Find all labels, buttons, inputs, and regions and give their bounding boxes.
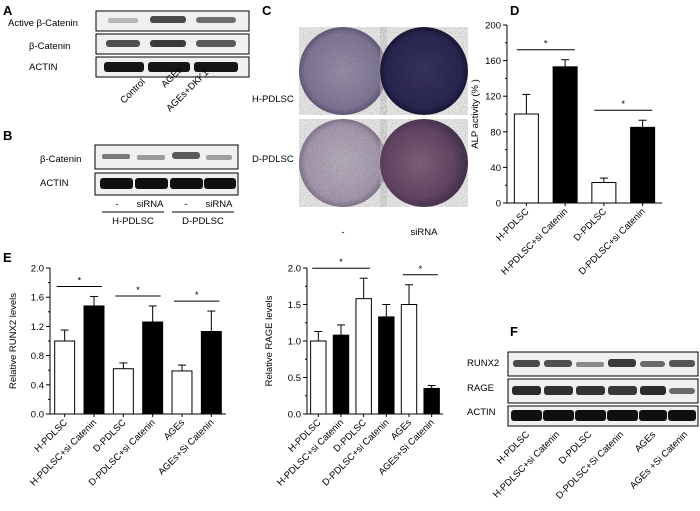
y-tick-label: 40 <box>490 163 501 174</box>
panel-a-row-label: β-Catenin <box>29 41 70 52</box>
y-tick-label: 80 <box>490 127 501 138</box>
x-tick-label: AGEs+Si Catenin <box>156 417 216 477</box>
blot-f-rage <box>507 378 699 404</box>
y-tick-label: 1.0 <box>288 337 301 348</box>
panel-b-lane-label: - <box>184 199 187 210</box>
panel-b-lane-label: - <box>115 199 118 210</box>
significance-star: * <box>544 39 548 50</box>
bar <box>200 331 222 415</box>
blot-a-active-catenin <box>95 10 250 32</box>
panel-f-letter: F <box>510 324 518 339</box>
panel-f-row-label: ACTIN <box>467 407 496 418</box>
x-tick-label: H-PDLSC+si Catenin <box>499 206 570 277</box>
chart-runx2-levels: E 0.0 0.4 0.8 1.2 1.6 2.0 Relative RUNX2 levels… <box>3 250 226 488</box>
panel-f-lane-label: AGEs <box>633 429 658 454</box>
significance-star: * <box>339 257 343 268</box>
blot-f-actin <box>507 405 699 427</box>
bar <box>332 334 350 415</box>
panel-a: A Active β-Catenin β-Catenin ACTIN Contr… <box>3 3 250 114</box>
panel-c-col-label: - <box>341 227 344 238</box>
bar <box>142 321 164 415</box>
dish-h-pdlsc-control <box>299 27 387 115</box>
blot-f-runx2 <box>507 351 699 377</box>
bar <box>378 316 395 415</box>
bar <box>591 182 617 204</box>
panel-c-row-label: H-PDLSC <box>252 94 294 105</box>
x-tick-label: D-PDLSC+si Catenin <box>577 206 648 277</box>
panel-a-lane-label: Control <box>118 77 147 106</box>
panel-b-group-label: D-PDLSC <box>182 216 224 227</box>
y-tick-label: 200 <box>485 21 501 32</box>
y-tick-label: 160 <box>485 56 501 67</box>
blot-b-actin <box>94 172 239 196</box>
y-tick-label: 0.0 <box>31 410 44 421</box>
bar <box>630 126 656 204</box>
panel-f-row-label: RUNX2 <box>467 358 499 369</box>
bar <box>400 304 418 415</box>
blot-b-catenin <box>94 144 239 170</box>
y-tick-label: 0.8 <box>31 351 44 362</box>
y-tick-label: 1.6 <box>31 293 44 304</box>
y-axis-label: Relative RAGE levels <box>264 295 275 386</box>
panel-b-letter: B <box>3 128 12 143</box>
significance-star: * <box>136 285 140 296</box>
y-tick-label: 2.0 <box>288 264 301 275</box>
panel-a-letter: A <box>3 3 13 18</box>
significance-star: * <box>195 290 199 301</box>
bar <box>83 305 105 415</box>
bar <box>310 340 327 415</box>
panel-c: C H-PDLSC D-PDLSC - siRNA <box>252 3 468 238</box>
x-tick-label: D-PDLSC <box>572 206 609 243</box>
y-tick-label: 1.5 <box>288 300 301 311</box>
blot-a-actin <box>95 56 250 78</box>
panel-b-row-label: ACTIN <box>40 178 69 189</box>
bar <box>423 387 440 415</box>
panel-c-row-label: D-PDLSC <box>252 154 294 165</box>
y-tick-label: 2.0 <box>31 264 44 275</box>
bar <box>54 340 76 415</box>
panel-b-lane-label: siRNA <box>137 199 165 210</box>
dish-d-pdlsc-control <box>299 119 387 207</box>
x-tick-label: H-PDLSC <box>494 206 531 243</box>
y-tick-label: 0 <box>496 199 501 210</box>
y-tick-label: 120 <box>485 92 501 103</box>
significance-star: * <box>621 99 625 110</box>
bar <box>112 368 134 415</box>
significance-star: * <box>418 264 422 275</box>
panel-a-row-label: ACTIN <box>29 62 58 73</box>
bar <box>355 298 372 415</box>
panel-letter: D <box>510 3 519 18</box>
chart-alp-activity: D 0 40 80 120 160 200 ALP activity (% ) H-PDLSCH… <box>470 3 662 277</box>
blot-a-catenin <box>95 33 250 55</box>
panel-c-col-label: siRNA <box>411 227 439 238</box>
panel-b-row-label: β-Catenin <box>40 154 81 165</box>
dish-h-pdlsc-sirna <box>380 27 468 115</box>
significance-star: * <box>77 275 81 286</box>
panel-letter: E <box>3 250 12 265</box>
panel-a-row-label: Active β-Catenin <box>8 18 78 29</box>
panel-b-lane-label: siRNA <box>206 199 234 210</box>
bar <box>513 113 539 204</box>
y-tick-label: 0.5 <box>288 373 301 384</box>
panel-c-letter: C <box>262 3 272 18</box>
y-tick-label: 1.2 <box>31 322 44 333</box>
bar <box>171 370 193 415</box>
dish-d-pdlsc-sirna <box>380 119 468 207</box>
panel-f-row-label: RAGE <box>467 383 494 394</box>
panel-b-group-label: H-PDLSC <box>112 216 154 227</box>
y-tick-label: 0.4 <box>31 380 44 391</box>
bar <box>552 66 578 204</box>
y-tick-label: 0.0 <box>288 410 301 421</box>
panel-f: F RUNX2 RAGE ACTIN <box>467 324 699 502</box>
x-tick-label: AGEs <box>162 417 187 442</box>
panel-b: B β-Catenin ACTIN - siRNA - siRNA H-PDLS… <box>3 128 239 227</box>
y-axis-label: ALP activity (% ) <box>470 79 481 149</box>
panel-f-lane-label: AGEs +Si Catenin <box>628 429 690 491</box>
y-axis-label: Relative RUNX2 levels <box>8 293 19 389</box>
